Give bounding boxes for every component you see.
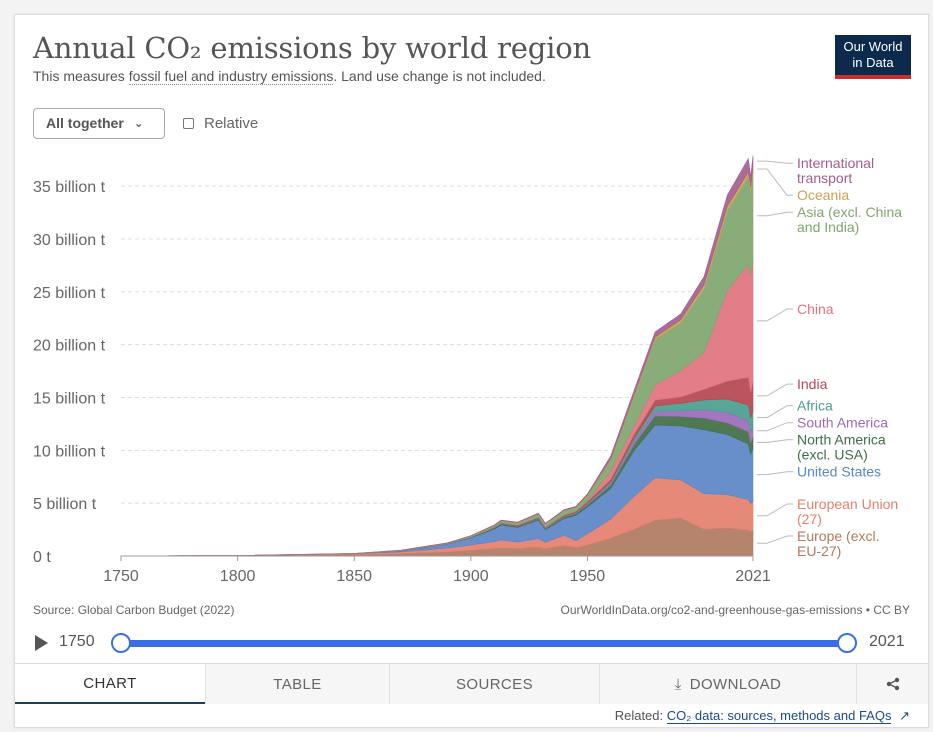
subtitle-suffix: . Land use change is not included. bbox=[333, 68, 546, 84]
share-icon bbox=[886, 677, 899, 691]
tab-chart[interactable]: CHART bbox=[15, 664, 205, 704]
owid-logo[interactable]: Our World in Data bbox=[835, 35, 911, 79]
legend-label[interactable]: Europe (excl. bbox=[797, 528, 879, 544]
tab-bar: CHART TABLE SOURCES ⤓ DOWNLOAD bbox=[15, 663, 928, 704]
legend-connector bbox=[757, 535, 793, 544]
related-link[interactable]: CO₂ data: sources, methods and FAQs bbox=[666, 708, 892, 724]
relative-checkbox[interactable] bbox=[183, 117, 194, 129]
legend-connector bbox=[757, 308, 793, 322]
timeline-track[interactable] bbox=[121, 640, 847, 647]
timeline-end-handle[interactable] bbox=[837, 633, 857, 653]
timeline: 1750 2021 bbox=[33, 629, 913, 659]
legend-connector bbox=[757, 471, 793, 476]
logo-line-1: Our World bbox=[843, 39, 903, 54]
stack-mode-dropdown[interactable]: All together ⌄ bbox=[33, 107, 165, 139]
legend-connector bbox=[757, 160, 793, 164]
y-tick-label: 30 billion t bbox=[33, 232, 106, 249]
legend-label[interactable]: (excl. USA) bbox=[797, 447, 868, 463]
x-tick-label: 1750 bbox=[103, 568, 139, 585]
share-button[interactable] bbox=[856, 664, 928, 704]
legend-connector bbox=[757, 422, 793, 432]
subtitle-prefix: This measures bbox=[33, 68, 129, 84]
legend-label[interactable]: Africa bbox=[797, 398, 833, 414]
legend-connector bbox=[757, 439, 793, 443]
legend-label[interactable]: European Union bbox=[797, 496, 898, 512]
download-icon: ⤓ bbox=[674, 675, 682, 693]
tab-table[interactable]: TABLE bbox=[205, 664, 389, 704]
external-link-icon[interactable]: ↗ bbox=[899, 708, 910, 723]
related-links: Related: CO₂ data: sources, methods and … bbox=[615, 708, 910, 724]
x-tick-label: 1800 bbox=[220, 568, 256, 585]
legend-label[interactable]: EU-27) bbox=[797, 543, 841, 559]
y-tick-label: 25 billion t bbox=[33, 285, 106, 302]
x-tick-label: 1950 bbox=[570, 568, 606, 585]
chart-card: Annual CO₂ emissions by world region Thi… bbox=[14, 14, 929, 728]
timeline-end-label: 2021 bbox=[869, 633, 905, 650]
x-tick-label: 1900 bbox=[453, 568, 489, 585]
x-tick-label: 2021 bbox=[735, 568, 771, 585]
legend-label[interactable]: (27) bbox=[797, 511, 822, 527]
chevron-down-icon: ⌄ bbox=[133, 116, 144, 130]
legend-label[interactable]: International bbox=[797, 155, 874, 171]
legend-connector bbox=[757, 383, 793, 397]
logo-line-2: in Data bbox=[852, 55, 894, 70]
area-chart[interactable]: 0 t 5 billion t 10 billion t 15 billion t 20… bbox=[15, 15, 928, 595]
legend-connector bbox=[757, 168, 793, 196]
legend-label[interactable]: transport bbox=[797, 170, 852, 186]
legend-label[interactable]: and India) bbox=[797, 219, 859, 235]
relative-label: Relative bbox=[204, 114, 259, 132]
x-tick-label: 1850 bbox=[336, 568, 372, 585]
y-tick-label: 5 billion t bbox=[33, 496, 97, 513]
legend-connector bbox=[757, 405, 793, 419]
related-prefix: Related: bbox=[614, 708, 664, 723]
legend-label[interactable]: South America bbox=[797, 415, 888, 431]
y-tick-label: 15 billion t bbox=[33, 390, 106, 407]
tab-download-label: DOWNLOAD bbox=[689, 675, 782, 693]
legend-connector bbox=[757, 211, 793, 217]
legend-label[interactable]: Oceania bbox=[797, 187, 849, 203]
relative-toggle[interactable]: Relative bbox=[183, 115, 258, 132]
source-note: Source: Global Carbon Budget (2022) bbox=[33, 603, 235, 617]
play-icon[interactable] bbox=[35, 635, 48, 651]
legend-label[interactable]: North America bbox=[797, 432, 886, 448]
legend-label[interactable]: India bbox=[797, 376, 828, 392]
subtitle-link[interactable]: fossil fuel and industry emissions bbox=[128, 68, 334, 85]
y-tick-label: 35 billion t bbox=[33, 179, 106, 196]
tab-download[interactable]: ⤓ DOWNLOAD bbox=[599, 664, 856, 704]
legend-label[interactable]: China bbox=[797, 301, 834, 317]
chart-title: Annual CO₂ emissions by world region bbox=[33, 31, 591, 65]
legend-label[interactable]: Asia (excl. China bbox=[797, 204, 902, 220]
y-tick-label: 0 t bbox=[33, 549, 51, 566]
legend-connector bbox=[757, 503, 793, 517]
legend-label[interactable]: United States bbox=[797, 464, 881, 480]
timeline-start-handle[interactable] bbox=[111, 633, 131, 653]
y-tick-label: 10 billion t bbox=[33, 443, 106, 460]
y-tick-label: 20 billion t bbox=[33, 338, 106, 355]
area-international-transport[interactable] bbox=[120, 155, 754, 557]
tab-sources[interactable]: SOURCES bbox=[389, 664, 599, 704]
chart-subtitle: This measures fossil fuel and industry e… bbox=[33, 68, 546, 85]
chart-controls: All together ⌄ Relative bbox=[33, 107, 258, 139]
dropdown-label: All together bbox=[46, 115, 124, 131]
source-url[interactable]: OurWorldInData.org/co2-and-greenhouse-ga… bbox=[560, 603, 910, 617]
timeline-start-label: 1750 bbox=[59, 633, 95, 650]
